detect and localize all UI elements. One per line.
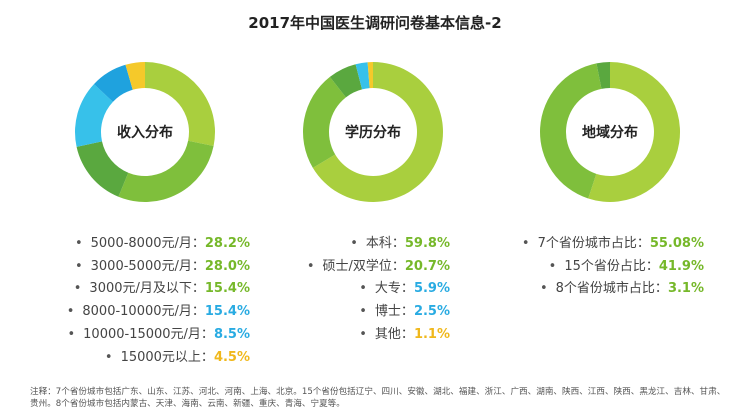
legend-label: 其他：: [374, 326, 414, 342]
legend-value: 2.5%: [413, 304, 450, 320]
legend-education: • 本科：59.8% • 硕士/双学位：20.7% • 大专：5.9% • 博士：2.5% • 其…: [275, 233, 450, 347]
legend-item: • 8000-10000元/月：15.4%: [45, 301, 250, 324]
legend-label: 8000-10000元/月：: [82, 304, 205, 320]
legend-bullet: •: [359, 304, 367, 320]
legend-bullet: •: [104, 349, 113, 365]
legend-bullet: •: [350, 236, 358, 251]
legend-value: 20.7%: [404, 258, 450, 274]
legend-label: 15个省份占比：: [564, 258, 659, 274]
legend-value: 59.8%: [404, 236, 450, 251]
legend-label: 7个省份城市占比：: [537, 236, 650, 251]
legend-item: • 3000-5000元/月：28.0%: [45, 256, 250, 279]
legend-label: 博士：: [374, 304, 414, 320]
legend-value: 28.2%: [204, 236, 250, 251]
donut-slice: [355, 62, 370, 90]
legend-label: 硕士/双学位：: [322, 258, 405, 274]
legend-value: 41.9%: [658, 258, 704, 274]
legend-label: 大专：: [374, 281, 414, 297]
donut-slice: [118, 140, 214, 203]
donut-slice: [367, 62, 373, 89]
legend-bullet: •: [66, 304, 75, 320]
legend-bullet: •: [359, 281, 367, 297]
legend-value: 28.0%: [204, 258, 250, 274]
legend-bullet: •: [67, 326, 76, 342]
legend-item: • 大专：5.9%: [275, 278, 450, 301]
legend-value: 55.08%: [649, 236, 704, 251]
donut-slice: [125, 62, 145, 90]
legend-item: • 博士：2.5%: [275, 301, 450, 324]
donut-chart-education: 学历分布: [302, 62, 443, 202]
legend-bullet: •: [74, 236, 83, 251]
donut-slice: [74, 84, 113, 147]
donut-slice: [145, 62, 216, 146]
donut-slice: [540, 63, 602, 199]
legend-income: • 5000-8000元/月：28.2% • 3000-5000元/月：28.0% • 3…: [45, 233, 250, 369]
donut-slice: [76, 141, 129, 197]
donut-slice: [588, 62, 681, 203]
legend-item: • 7个省份城市占比：55.08%: [480, 233, 704, 256]
legend-item: • 10000-15000元/月：8.5%: [45, 324, 250, 347]
legend-label: 10000-15000元/月：: [83, 326, 214, 342]
legend-value: 15.4%: [204, 281, 250, 297]
legend-item: • 15000元以上：4.5%: [45, 347, 250, 370]
donut-chart-region: 地域分布: [540, 62, 681, 203]
legend-item: • 本科：59.8%: [275, 233, 450, 256]
footnote: 注释：7个省份城市包括广东、山东、江苏、河北、河南、上海、北京。15个省份包括辽…: [30, 387, 726, 409]
legend-value: 1.1%: [413, 326, 450, 342]
donut-center-label: 收入分布: [117, 124, 173, 141]
legend-bullet: •: [74, 258, 83, 274]
legend-item: • 15个省份占比：41.9%: [480, 256, 704, 279]
legend-value: 15.4%: [204, 304, 250, 320]
donut-slice: [302, 76, 346, 168]
legend-label: 8个省份城市占比：: [555, 281, 668, 297]
legend-bullet: •: [73, 281, 82, 297]
legend-value: 5.9%: [413, 281, 450, 297]
donut-slice: [312, 62, 443, 202]
legend-bullet: •: [521, 236, 530, 251]
legend-item: • 硕士/双学位：20.7%: [275, 256, 450, 279]
legend-bullet: •: [539, 281, 548, 297]
legend-label: 3000元/月及以下：: [89, 281, 205, 297]
legend-label: 15000元以上：: [120, 349, 214, 365]
donut-slice: [596, 62, 610, 89]
donut-center-label: 学历分布: [345, 124, 401, 141]
legend-item: • 5000-8000元/月：28.2%: [45, 233, 250, 256]
legend-item: • 3000元/月及以下：15.4%: [45, 278, 250, 301]
donut-center-label: 地域分布: [582, 124, 638, 141]
legend-item: • 其他：1.1%: [275, 324, 450, 347]
legend-value: 4.5%: [213, 349, 250, 365]
legend-item: • 8个省份城市占比：3.1%: [480, 278, 704, 301]
chart-title: 2017年中国医生调研问卷基本信息-2: [248, 14, 502, 32]
donut-chart-income: 收入分布: [74, 62, 216, 203]
legend-value: 8.5%: [213, 326, 250, 342]
legend-bullet: •: [359, 326, 367, 342]
legend-label: 5000-8000元/月：: [90, 236, 205, 251]
legend-bullet: •: [306, 258, 315, 274]
donut-slice: [329, 64, 363, 98]
legend-label: 3000-5000元/月：: [90, 258, 205, 274]
legend-bullet: •: [548, 258, 557, 274]
legend-label: 本科：: [365, 236, 405, 251]
legend-value: 3.1%: [667, 281, 704, 297]
legend-region: • 7个省份城市占比：55.08% • 15个省份占比：41.9% • 8个省份城市占比：…: [480, 233, 704, 301]
donut-slice: [93, 64, 133, 102]
